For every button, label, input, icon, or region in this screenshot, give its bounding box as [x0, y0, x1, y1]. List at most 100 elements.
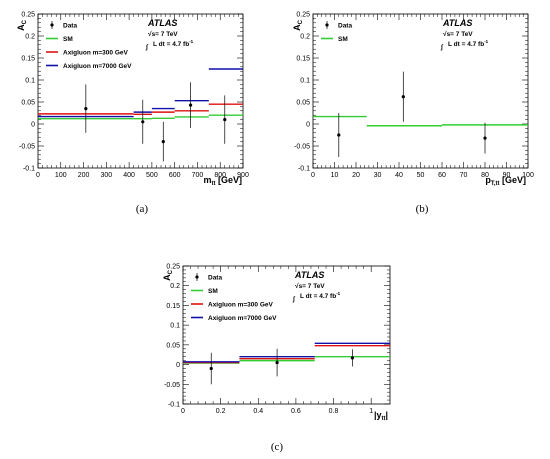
x-axis-label: pT,tt [GeV]: [485, 175, 526, 187]
y-tick-label: 0.1: [170, 323, 180, 330]
y-tick-label: -0.05: [164, 382, 180, 389]
x-tick-label: 100: [55, 172, 67, 179]
plot-frame: [37, 13, 244, 169]
integral-symbol: ∫: [145, 44, 149, 51]
data-point: [189, 103, 193, 107]
x-tick-label: 90: [503, 172, 511, 179]
x-tick-label: 0.6: [291, 408, 301, 415]
y-tick-label: 0.05: [296, 100, 310, 107]
y-tick-label: 0: [176, 362, 180, 369]
legend-marker-data-point: [325, 23, 329, 27]
legend-entry: SM: [208, 288, 218, 295]
x-tick-label: 30: [374, 172, 382, 179]
x-axis-label: mtt [GeV]: [203, 175, 242, 187]
x-tick-label: 0: [36, 172, 40, 179]
x-tick-label: 70: [460, 172, 468, 179]
energy-label: √s= 7 TeV: [443, 30, 473, 38]
legend-entry: Data: [63, 22, 77, 29]
data-point: [161, 140, 165, 144]
luminosity-label: L dt = 4.7 fb-1: [448, 39, 489, 48]
y-tick-label: 0.05: [166, 342, 180, 349]
x-tick-label: 1: [369, 408, 373, 415]
data-point: [141, 120, 145, 124]
chart-panel-3: -0.1 -0.05 0 0.05 0.1 0.15 0.2 0.25 0 0.2 0.4 0.6 0.…: [162, 264, 391, 453]
y-tick-label: -0.05: [294, 144, 310, 151]
legend-marker-data-point: [50, 23, 54, 27]
x-tick-label: 0: [181, 408, 185, 415]
y-tick-label: 0.2: [170, 283, 180, 290]
luminosity-label: L dt = 4.7 fb-1: [300, 291, 341, 300]
x-tick-label: 20: [352, 172, 360, 179]
y-axis-label: AC: [162, 269, 174, 281]
y-tick-label: 0.25: [296, 12, 310, 19]
x-tick-label: 0.8: [329, 408, 339, 415]
legend-entry: Axigluon m=7000 GeV: [63, 63, 132, 70]
x-tick-label: 100: [522, 172, 534, 179]
data-point: [401, 95, 405, 99]
y-tick-label: 0.25: [21, 12, 35, 19]
y-tick-label: -0.1: [168, 402, 180, 409]
legend-entry: Axigluon m=300 GeV: [63, 49, 129, 56]
experiment-label: ATLAS: [442, 18, 472, 28]
legend-entry: Data: [338, 22, 352, 29]
y-tick-label: 0.2: [300, 34, 310, 41]
x-tick-label: 10: [331, 172, 339, 179]
x-tick-label: 400: [123, 172, 135, 179]
x-tick-label: 900: [237, 172, 249, 179]
integral-symbol: ∫: [440, 44, 444, 51]
x-tick-label: 0.4: [253, 408, 263, 415]
x-tick-label: 600: [169, 172, 181, 179]
data-point: [275, 361, 279, 365]
plot-frame: [182, 265, 391, 405]
y-tick-label: 0: [306, 122, 310, 129]
integral-symbol: ∫: [292, 296, 296, 303]
data-point: [350, 356, 354, 360]
data-point: [84, 107, 88, 111]
panel-caption: (a): [136, 203, 149, 215]
experiment-label: ATLAS: [294, 270, 324, 280]
energy-label: √s= 7 TeV: [295, 282, 325, 290]
x-tick-label: 200: [78, 172, 90, 179]
legend-entry: Axigluon m=300 GeV: [208, 301, 274, 308]
y-tick-label: 0.15: [166, 303, 180, 310]
data-point: [337, 133, 341, 137]
panel-caption: (b): [416, 203, 429, 215]
y-tick-label: 0.15: [21, 56, 35, 63]
x-tick-label: 40: [395, 172, 403, 179]
experiment-label: ATLAS: [147, 18, 177, 28]
chart-panel-1: -0.1 -0.05 0 0.05 0.1 0.15 0.2 0.25 0 100 200 300 40…: [16, 12, 249, 216]
x-tick-label: 60: [438, 172, 446, 179]
chart-panel-2: -0.1 -0.05 0 0.05 0.1 0.15 0.2 0.25 0 10 20 30 40 50 6…: [292, 12, 534, 216]
y-tick-label: -0.05: [19, 144, 35, 151]
x-tick-label: 80: [481, 172, 489, 179]
x-tick-label: 0: [311, 172, 315, 179]
y-tick-label: 0: [31, 122, 35, 129]
x-tick-label: 500: [146, 172, 158, 179]
data-point: [223, 118, 227, 122]
y-axis-label: AC: [292, 19, 304, 31]
y-tick-label: -0.1: [298, 166, 310, 173]
data-point: [483, 136, 487, 140]
x-tick-label: 300: [100, 172, 112, 179]
legend-entry: Axigluon m=7000 GeV: [208, 315, 277, 322]
y-tick-label: 0.1: [300, 78, 310, 85]
legend-marker-data-point: [195, 275, 199, 279]
data-point: [209, 366, 213, 371]
y-tick-label: 0.25: [166, 264, 180, 271]
x-tick-label: 700: [192, 172, 204, 179]
panel-caption: (c): [271, 441, 284, 453]
legend-entry: SM: [338, 36, 348, 43]
y-axis-label: AC: [16, 19, 28, 31]
y-tick-label: 0.05: [21, 100, 35, 107]
legend-entry: Data: [208, 274, 222, 281]
luminosity-label: L dt = 4.7 fb-1: [153, 39, 194, 48]
energy-label: √s= 7 TeV: [148, 30, 178, 38]
y-tick-label: 0.1: [25, 78, 35, 85]
y-tick-label: -0.1: [23, 166, 35, 173]
x-tick-label: 0.2: [216, 408, 226, 415]
x-axis-label: |ytt|: [374, 410, 388, 422]
x-tick-label: 800: [214, 172, 226, 179]
y-tick-label: 0.2: [25, 34, 35, 41]
x-tick-label: 50: [417, 172, 425, 179]
